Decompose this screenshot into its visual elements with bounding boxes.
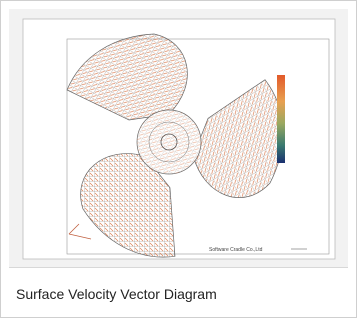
separator <box>9 267 348 268</box>
credit: Software Cradle Co.,Ltd <box>209 247 263 253</box>
vector-diagram: Software Cradle Co.,Ltd <box>9 9 348 267</box>
caption: Surface Velocity Vector Diagram <box>16 286 217 302</box>
figure-image: Software Cradle Co.,Ltd <box>9 9 348 267</box>
color-bar <box>277 75 285 163</box>
figure-card: Software Cradle Co.,Ltd Surface Velocity… <box>0 0 357 318</box>
